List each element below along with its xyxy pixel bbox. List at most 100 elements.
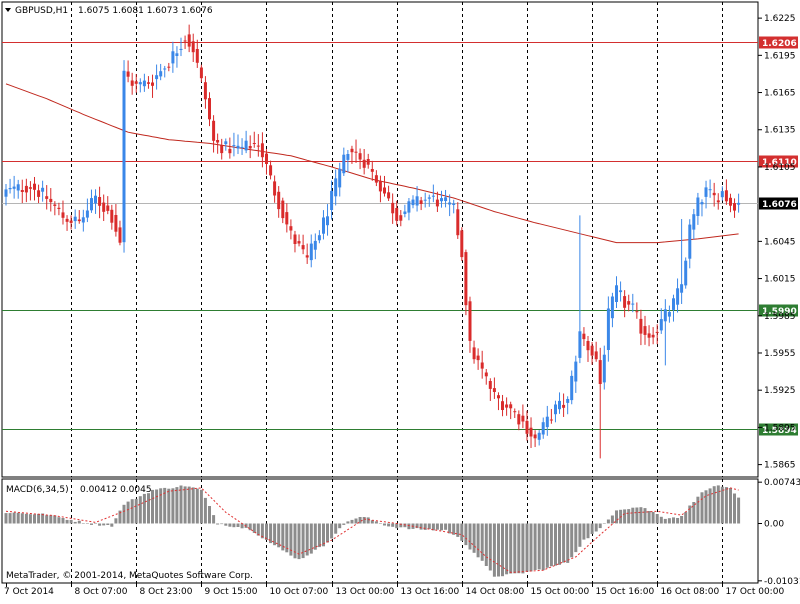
candle-body <box>610 296 614 319</box>
candle-body <box>570 375 574 401</box>
candle-body <box>505 404 509 408</box>
candle-body <box>594 351 598 360</box>
candle-body <box>147 82 150 84</box>
candle-body <box>45 196 49 199</box>
macd-bar <box>680 516 684 524</box>
candle-body <box>374 175 378 183</box>
macd-bar <box>90 523 93 525</box>
macd-bar <box>582 523 586 540</box>
macd-bar <box>273 523 277 546</box>
macd-bar <box>179 485 183 524</box>
candle-body <box>562 404 566 408</box>
horizontal-levels[interactable]: 1.6206 1.6110 1.5990 1.5894 1.6076 <box>2 36 798 437</box>
candle-body <box>37 190 41 197</box>
candle-body <box>431 195 435 197</box>
macd-bar <box>69 519 73 524</box>
macd-bar <box>277 523 281 548</box>
candle-body <box>688 224 692 259</box>
price-tick-label: 1.6225 <box>764 14 796 24</box>
candle-body <box>187 34 191 47</box>
candle-body <box>293 234 297 244</box>
macd-bar <box>256 523 260 536</box>
candle-body <box>472 347 476 360</box>
candle-body <box>301 245 305 250</box>
price-tick-label: 1.5865 <box>764 461 796 471</box>
macd-bar <box>639 507 643 524</box>
candle-body <box>338 168 342 188</box>
time-label: 15 Oct 00:00 <box>531 587 590 597</box>
candle-body <box>61 212 65 218</box>
candle-body <box>366 159 370 165</box>
candle-body <box>269 165 273 176</box>
macd-bar <box>423 523 427 530</box>
time-label: 8 Oct 07:00 <box>75 587 128 597</box>
candle-body <box>256 145 260 147</box>
macd-signal-line <box>5 487 739 573</box>
macd-bar <box>590 523 594 534</box>
candle-body <box>354 151 358 153</box>
macd-bar <box>435 523 439 530</box>
ohlc-values: 1.6075 1.6081 1.6073 1.6076 <box>78 6 213 16</box>
macd-bar <box>313 523 317 550</box>
macd-bar <box>216 523 220 525</box>
macd-bar <box>330 523 334 539</box>
dropdown-triangle-icon[interactable] <box>5 8 11 12</box>
macd-bar <box>574 523 578 553</box>
candle-body <box>631 303 635 305</box>
candle-body <box>602 354 606 383</box>
candle-body <box>391 202 395 214</box>
macd-bar <box>203 497 207 524</box>
candle-body <box>615 285 618 302</box>
candle-body <box>224 141 228 145</box>
macd-bar <box>724 487 728 524</box>
candle-body <box>191 41 195 53</box>
macd-bar <box>623 509 627 524</box>
macd-bar <box>85 523 89 524</box>
macd-bar <box>240 523 244 529</box>
candle-body <box>716 200 720 203</box>
macd-bar <box>57 517 61 524</box>
macd-bar <box>20 513 24 524</box>
macd-bar <box>497 523 500 577</box>
candle-body <box>704 187 708 197</box>
macd-bar <box>16 512 20 524</box>
candle-body <box>533 434 537 439</box>
candle-body <box>73 216 77 222</box>
candle-body <box>33 183 36 190</box>
candle-body <box>240 146 244 148</box>
macd-bar <box>704 490 708 524</box>
candle-body <box>667 311 671 317</box>
macd-bar <box>570 523 574 558</box>
time-label: 7 Oct 2014 <box>4 587 54 597</box>
macd-bar <box>49 515 53 524</box>
candle-body <box>541 422 545 435</box>
candle-body <box>236 145 240 149</box>
candle-body <box>110 209 114 223</box>
macd-bar <box>106 523 110 525</box>
price-tick-label: 1.5925 <box>764 386 796 396</box>
macd-bar <box>448 523 452 534</box>
macd-bar <box>163 487 167 524</box>
candle-body <box>260 143 264 158</box>
candle-body <box>724 190 728 202</box>
level-label: 1.6206 <box>762 39 797 49</box>
time-label: 13 Oct 00:00 <box>336 587 395 597</box>
macd-bar <box>651 512 655 524</box>
candle-body <box>399 215 403 221</box>
candle-body <box>659 319 663 331</box>
macd-bar <box>545 523 549 568</box>
price-tick-label: 1.5985 <box>764 312 796 322</box>
candle-body <box>305 255 309 258</box>
candle-body <box>199 67 203 79</box>
candle-body <box>248 146 252 149</box>
candle-body <box>98 197 102 206</box>
candle-body <box>578 331 582 358</box>
candle-body <box>623 296 627 308</box>
macd-bar <box>24 513 28 524</box>
macd-bar <box>334 523 338 534</box>
macd-bar <box>374 521 378 524</box>
current-price-badge <box>759 197 798 210</box>
candle-body <box>509 404 513 409</box>
